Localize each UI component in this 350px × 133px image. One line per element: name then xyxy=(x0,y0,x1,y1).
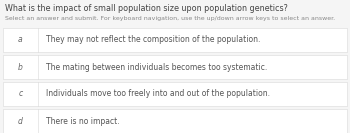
Text: There is no impact.: There is no impact. xyxy=(46,117,120,126)
FancyBboxPatch shape xyxy=(3,109,347,133)
FancyBboxPatch shape xyxy=(3,55,347,79)
Text: What is the impact of small population size upon population genetics?: What is the impact of small population s… xyxy=(5,4,288,13)
Text: The mating between individuals becomes too systematic.: The mating between individuals becomes t… xyxy=(46,63,267,72)
Text: Select an answer and submit. For keyboard navigation, use the up/down arrow keys: Select an answer and submit. For keyboar… xyxy=(5,16,335,21)
FancyBboxPatch shape xyxy=(3,82,347,106)
Text: b: b xyxy=(18,63,23,72)
Text: Individuals move too freely into and out of the population.: Individuals move too freely into and out… xyxy=(46,90,270,99)
Text: They may not reflect the composition of the population.: They may not reflect the composition of … xyxy=(46,36,260,45)
Text: c: c xyxy=(18,90,23,99)
Text: a: a xyxy=(18,36,23,45)
FancyBboxPatch shape xyxy=(3,28,347,52)
Text: d: d xyxy=(18,117,23,126)
